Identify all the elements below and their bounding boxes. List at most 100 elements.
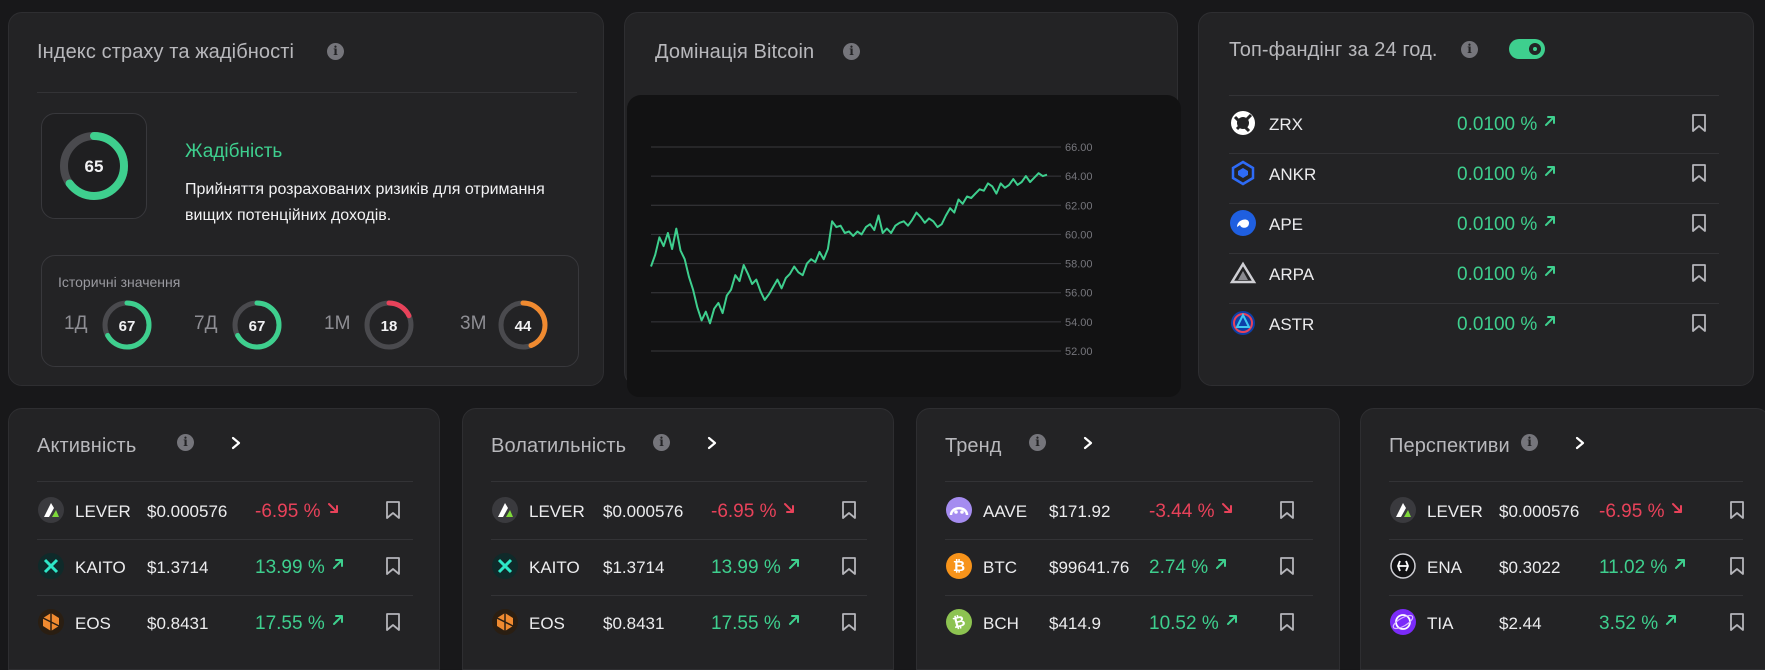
bookmark-icon[interactable]: [385, 612, 401, 632]
arrow-up-right-icon: [331, 555, 345, 576]
bookmark-icon[interactable]: [841, 500, 857, 520]
bookmark-icon[interactable]: [1279, 500, 1295, 520]
lever-icon: [491, 496, 519, 524]
chevron-right-icon[interactable]: [1573, 435, 1587, 451]
bookmark-icon[interactable]: [841, 612, 857, 632]
funding-rate: 0.0100 %: [1457, 114, 1557, 136]
arrow-up-right-icon: [1543, 262, 1557, 283]
coin-symbol: TIA: [1427, 614, 1454, 633]
funding-row[interactable]: ANKR 0.0100 %: [1229, 147, 1719, 203]
funding-row[interactable]: APE 0.0100 %: [1229, 197, 1719, 253]
asset-row[interactable]: ENA $0.3022 11.02 %: [1389, 539, 1745, 595]
info-icon[interactable]: i: [327, 43, 344, 60]
bookmark-icon[interactable]: [1729, 556, 1745, 576]
bookmark-icon[interactable]: [385, 556, 401, 576]
arrow-down-right-icon: [1670, 499, 1684, 520]
bookmark-icon[interactable]: [1691, 263, 1707, 283]
history-period: 1Д: [64, 313, 88, 334]
fear-greed-gauge: 65: [41, 113, 147, 219]
chevron-right-icon[interactable]: [705, 435, 719, 451]
coin-price: $1.3714: [147, 558, 209, 577]
price-change-value: -6.95 %: [1599, 501, 1665, 522]
asset-row[interactable]: LEVER $0.000576 -6.95 %: [491, 483, 867, 539]
chart-svg: 66.00 64.00 62.00 60.00 58.00 56.00 54.00 52.00: [650, 142, 1093, 358]
asset-row[interactable]: TIA $2.44 3.52 %: [1389, 595, 1745, 651]
coin-symbol: BCH: [983, 614, 1019, 633]
bookmark-icon[interactable]: [841, 556, 857, 576]
coin-symbol: ENA: [1427, 558, 1462, 577]
asset-row[interactable]: AAVE $171.92 -3.44 %: [945, 483, 1313, 539]
chevron-right-icon[interactable]: [229, 435, 243, 451]
asset-row[interactable]: LEVER $0.000576 -6.95 %: [1389, 483, 1745, 539]
info-icon[interactable]: i: [177, 434, 194, 451]
list-card-title: Тренд: [945, 435, 1002, 457]
coin-symbol: LEVER: [75, 502, 131, 521]
arrow-up-right-icon: [1543, 212, 1557, 233]
list-card-title: Перспективи: [1389, 435, 1510, 457]
asset-row[interactable]: LEVER $0.000576 -6.95 %: [37, 483, 413, 539]
funding-row[interactable]: ASTR 0.0100 %: [1229, 297, 1719, 353]
info-icon[interactable]: i: [1521, 434, 1538, 451]
bookmark-icon[interactable]: [1691, 113, 1707, 133]
coin-price: $0.000576: [603, 502, 684, 521]
divider: [945, 481, 1313, 482]
funding-rate: 0.0100 %: [1457, 214, 1557, 236]
bookmark-icon[interactable]: [1279, 612, 1295, 632]
bookmark-icon[interactable]: [1691, 313, 1707, 333]
y-tick-label: 62.00: [1065, 200, 1093, 212]
info-icon[interactable]: i: [1029, 434, 1046, 451]
coin-price: $414.9: [1049, 614, 1101, 633]
bookmark-icon[interactable]: [1279, 556, 1295, 576]
history-item: 7Д 67: [194, 298, 304, 352]
ankr-icon: [1229, 159, 1257, 187]
divider: [945, 539, 1313, 540]
btc-dominance-chart[interactable]: 66.00 64.00 62.00 60.00 58.00 56.00 54.00 52.00: [627, 95, 1181, 397]
bookmark-icon[interactable]: [1691, 163, 1707, 183]
bookmark-icon[interactable]: [1691, 213, 1707, 233]
history-value: 67: [249, 318, 266, 335]
asset-row[interactable]: KAITO $1.3714 13.99 %: [37, 539, 413, 595]
funding-row[interactable]: ARPA 0.0100 %: [1229, 247, 1719, 303]
arrow-up-right-icon: [1225, 611, 1239, 632]
info-icon[interactable]: i: [843, 43, 860, 60]
chevron-right-icon[interactable]: [1081, 435, 1095, 451]
arrow-up-right-icon: [331, 611, 345, 632]
asset-row[interactable]: EOS $0.8431 17.55 %: [37, 595, 413, 651]
arrow-down-right-icon: [782, 499, 796, 520]
funding-rate: 0.0100 %: [1457, 314, 1557, 336]
funding-rate: 0.0100 %: [1457, 264, 1557, 286]
price-change-value: 10.52 %: [1149, 613, 1219, 634]
coin-symbol: ARPA: [1269, 265, 1315, 284]
sentiment-description: Прийняття розрахованих ризиків для отрим…: [185, 181, 545, 224]
coin-symbol: ASTR: [1269, 315, 1315, 334]
arrow-up-right-icon: [1673, 555, 1687, 576]
bookmark-icon[interactable]: [1729, 612, 1745, 632]
funding-rate-value: 0.0100 %: [1457, 214, 1538, 235]
price-change-value: -6.95 %: [711, 501, 777, 522]
coin-price: $99641.76: [1049, 558, 1130, 577]
funding-rate-value: 0.0100 %: [1457, 264, 1538, 285]
history-item: 1Д 67: [64, 298, 174, 352]
divider: [37, 92, 577, 93]
asset-row[interactable]: ₿ BCH $414.9 10.52 %: [945, 595, 1313, 651]
history-gauge: 18: [364, 300, 414, 350]
coin-price: $171.92: [1049, 502, 1111, 521]
bookmark-icon[interactable]: [385, 500, 401, 520]
divider: [1229, 153, 1719, 154]
funding-row[interactable]: ZRX 0.0100 %: [1229, 97, 1719, 153]
info-icon[interactable]: i: [653, 434, 670, 451]
tia-icon: [1389, 608, 1417, 636]
asset-row[interactable]: ₿ BTC $99641.76 2.74 %: [945, 539, 1313, 595]
asset-row[interactable]: EOS $0.8431 17.55 %: [491, 595, 867, 651]
funding-toggle[interactable]: [1509, 39, 1545, 59]
eos-icon: [491, 608, 519, 636]
arrow-up-right-icon: [1543, 112, 1557, 133]
arrow-up-right-icon: [1214, 555, 1228, 576]
info-icon[interactable]: i: [1461, 41, 1478, 58]
asset-row[interactable]: KAITO $1.3714 13.99 %: [491, 539, 867, 595]
coin-price: $0.3022: [1499, 558, 1561, 577]
bookmark-icon[interactable]: [1729, 500, 1745, 520]
divider: [37, 595, 413, 596]
price-change-value: 11.02 %: [1599, 557, 1668, 578]
divider: [37, 481, 413, 482]
